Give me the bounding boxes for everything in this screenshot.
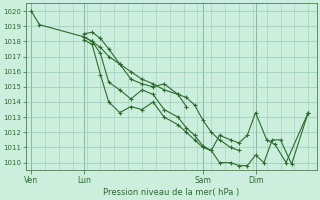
X-axis label: Pression niveau de la mer( hPa ): Pression niveau de la mer( hPa ) xyxy=(103,188,239,197)
